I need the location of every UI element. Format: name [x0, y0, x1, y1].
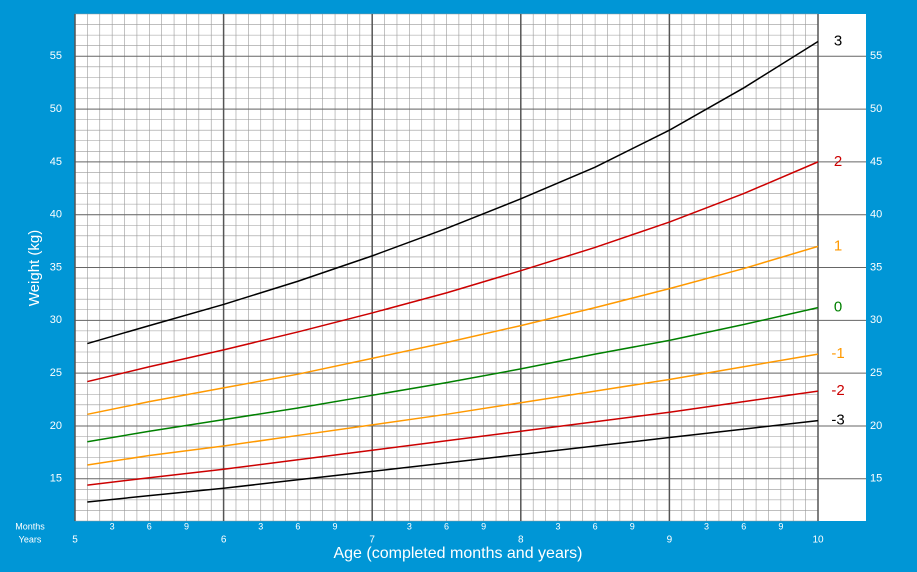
y-tick-label: 20: [50, 420, 62, 432]
y-tick-label-right: 55: [870, 50, 882, 62]
x-axis-label: Age (completed months and years): [333, 545, 582, 562]
month-tick-label: 3: [258, 521, 263, 531]
legend-label: 0: [834, 299, 842, 316]
month-tick-label: 6: [741, 521, 746, 531]
y-tick-label-right: 20: [870, 420, 882, 432]
y-axis-label: Weight (kg): [26, 230, 43, 306]
y-tick-label: 15: [50, 473, 62, 485]
month-tick-label: 6: [295, 521, 300, 531]
x-tick-label: 10: [812, 535, 824, 546]
month-tick-label: 3: [704, 521, 709, 531]
y-tick-label: 45: [50, 156, 62, 168]
y-tick-label: 40: [50, 209, 62, 221]
month-tick-label: 6: [147, 521, 152, 531]
month-tick-label: 9: [333, 521, 338, 531]
legend-label: 2: [834, 153, 842, 170]
curve: [87, 419, 819, 503]
month-tick-label: 6: [593, 521, 598, 531]
year-row-label: Years: [19, 534, 42, 544]
curve: [87, 306, 819, 443]
y-tick-label-right: 50: [870, 103, 882, 115]
y-tick-label-right: 15: [870, 473, 882, 485]
x-tick-label: 5: [72, 535, 78, 546]
legend-label: -2: [831, 382, 844, 399]
y-tick-label-right: 40: [870, 209, 882, 221]
month-tick-label: 9: [481, 521, 486, 531]
curve: [87, 353, 819, 466]
x-tick-label: 6: [221, 535, 227, 546]
legend-label: -1: [831, 345, 844, 362]
y-tick-label-right: 30: [870, 314, 882, 326]
y-tick-label-right: 45: [870, 156, 882, 168]
y-tick-label: 35: [50, 261, 62, 273]
month-tick-label: 3: [555, 521, 560, 531]
y-tick-label: 25: [50, 367, 62, 379]
month-tick-label: 6: [444, 521, 449, 531]
month-tick-label: 9: [778, 521, 783, 531]
curve: [87, 40, 819, 345]
y-tick-label: 30: [50, 314, 62, 326]
month-tick-label: 9: [184, 521, 189, 531]
y-tick-label-right: 25: [870, 367, 882, 379]
legend-label: 1: [834, 237, 842, 254]
legend-label: -3: [831, 412, 844, 429]
month-tick-label: 3: [407, 521, 412, 531]
month-tick-label: 3: [110, 521, 115, 531]
month-tick-label: 9: [630, 521, 635, 531]
x-tick-label: 8: [518, 535, 524, 546]
curve: [87, 245, 819, 416]
x-tick-label: 9: [667, 535, 673, 546]
legend-label: 3: [834, 32, 842, 49]
month-row-label: Months: [15, 521, 45, 531]
curve: [87, 161, 819, 383]
y-tick-label: 50: [50, 103, 62, 115]
x-tick-label: 7: [369, 535, 375, 546]
y-tick-label-right: 35: [870, 261, 882, 273]
curve: [87, 390, 819, 486]
y-tick-label: 55: [50, 50, 62, 62]
